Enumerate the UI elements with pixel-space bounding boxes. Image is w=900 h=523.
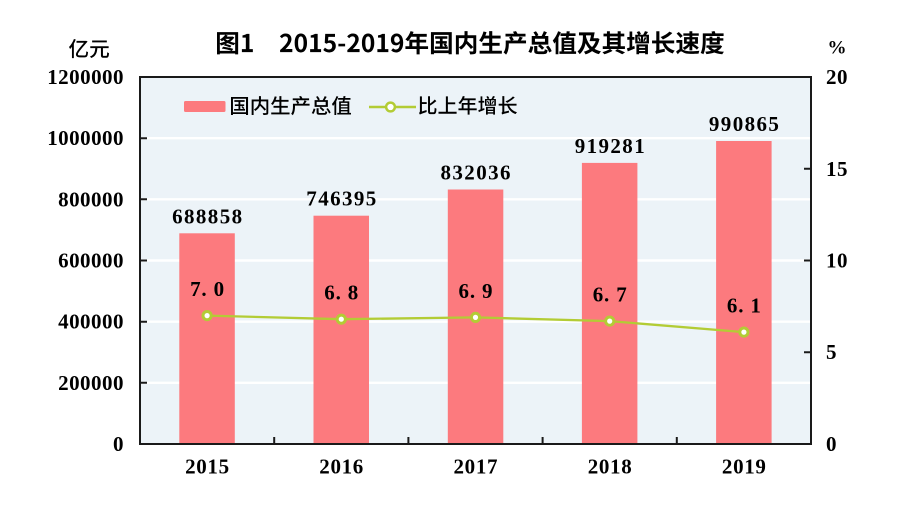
svg-text:0: 0 <box>113 432 124 456</box>
svg-text:6. 7: 6. 7 <box>593 283 627 307</box>
svg-text:746395: 746395 <box>306 187 376 211</box>
svg-text:6. 9: 6. 9 <box>459 279 493 303</box>
svg-text:0: 0 <box>826 432 837 456</box>
svg-text:6. 8: 6. 8 <box>324 281 358 305</box>
svg-text:200000: 200000 <box>58 371 123 395</box>
svg-text:2018: 2018 <box>588 455 632 479</box>
svg-text:7. 0: 7. 0 <box>190 277 224 301</box>
svg-text:10: 10 <box>826 249 848 273</box>
svg-text:6. 1: 6. 1 <box>727 294 761 318</box>
svg-text:800000: 800000 <box>58 187 123 211</box>
svg-text:1000000: 1000000 <box>47 126 123 150</box>
svg-text:2017: 2017 <box>454 455 498 479</box>
svg-text:1200000: 1200000 <box>47 65 123 89</box>
svg-text:2016: 2016 <box>319 455 363 479</box>
svg-text:15: 15 <box>826 157 848 181</box>
svg-text:20: 20 <box>826 65 848 89</box>
svg-text:2019: 2019 <box>722 455 766 479</box>
svg-text:2015: 2015 <box>185 455 229 479</box>
svg-text:990865: 990865 <box>709 112 779 136</box>
svg-text:688858: 688858 <box>172 204 242 228</box>
svg-text:600000: 600000 <box>58 249 123 273</box>
svg-text:400000: 400000 <box>58 310 123 334</box>
svg-text:5: 5 <box>826 340 837 364</box>
svg-text:919281: 919281 <box>575 134 645 158</box>
svg-text:%: % <box>828 38 847 59</box>
